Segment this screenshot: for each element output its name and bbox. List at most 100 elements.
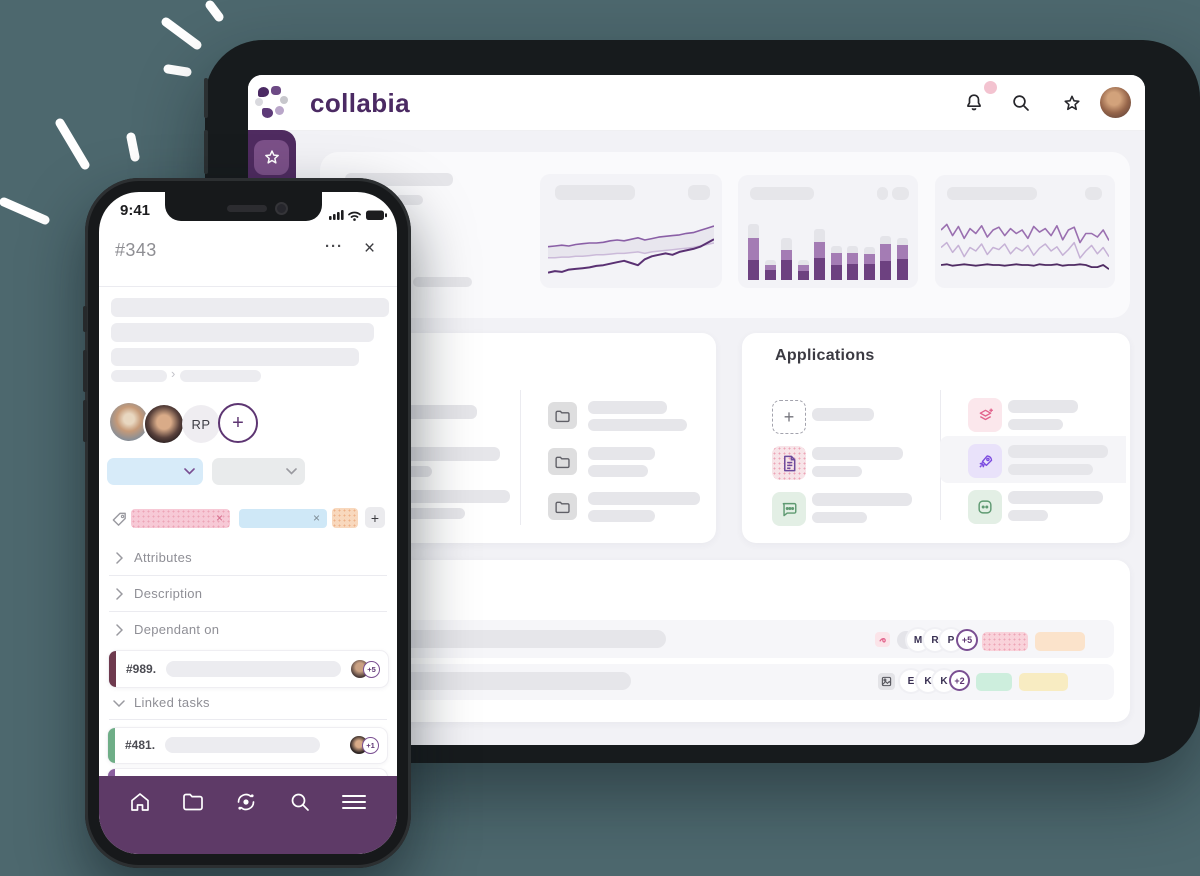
front-camera: [275, 202, 288, 215]
remove-tag-icon[interactable]: ×: [215, 511, 223, 525]
add-assignee-button[interactable]: +: [218, 403, 258, 443]
skeleton-bar: [588, 419, 687, 431]
breadcrumb-skeleton: [180, 370, 261, 382]
projects-nav-icon[interactable]: [181, 791, 205, 813]
notifications-bell-icon[interactable]: [962, 91, 986, 115]
task-id: #989.: [126, 662, 157, 676]
add-application-button[interactable]: +: [772, 400, 806, 434]
sidebar-favorites-button[interactable]: [254, 140, 289, 175]
skeleton-bar: [111, 323, 374, 342]
rocket-app-icon[interactable]: [968, 444, 1002, 478]
stacked-bar: [797, 260, 809, 280]
overflow-badge[interactable]: +5: [956, 629, 978, 651]
skeleton-bar: [1008, 510, 1048, 521]
folder-icon[interactable]: [548, 493, 577, 520]
layers-app-icon[interactable]: [968, 398, 1002, 432]
divider: [109, 611, 387, 612]
task-overflow-badge: +1: [362, 737, 379, 754]
member-avatar[interactable]: M: [907, 629, 929, 651]
stacked-bar: [781, 238, 793, 280]
skeleton-bar: [111, 298, 389, 317]
applications-card: Applications +: [742, 333, 1130, 543]
user-avatar[interactable]: [1100, 87, 1131, 118]
member-avatar[interactable]: E: [900, 670, 922, 692]
add-tag-button[interactable]: +: [365, 507, 385, 528]
menu-nav-icon[interactable]: [341, 793, 367, 811]
chat-app-icon[interactable]: [968, 490, 1002, 524]
phone-volume-down-button: [83, 400, 87, 442]
skeleton-bar: [688, 185, 710, 200]
skeleton-bar: [1008, 445, 1108, 458]
skeleton-bar: [892, 187, 909, 200]
plus-icon: +: [783, 407, 795, 427]
stacked-bar: [764, 260, 776, 280]
dashboard-top-panel: [320, 152, 1130, 318]
section-description[interactable]: Description: [99, 580, 397, 610]
skeleton-bar: [877, 187, 888, 200]
tablet-volume-down-button: [204, 130, 208, 174]
close-icon[interactable]: ×: [364, 238, 376, 259]
stacked-bar: [847, 246, 859, 280]
phone-device: 9:41 #343 ··· ×: [83, 178, 411, 868]
breadcrumb-skeleton: [111, 370, 167, 382]
skeleton-bar: [396, 630, 666, 648]
stacked-bar: [814, 229, 826, 280]
section-attributes[interactable]: Attributes: [99, 544, 397, 574]
line-chart: [548, 225, 714, 274]
search-icon[interactable]: [1010, 92, 1032, 114]
phone-bottom-nav: [99, 776, 397, 854]
status-pill: [982, 632, 1028, 651]
priority-dropdown[interactable]: [212, 458, 305, 485]
brand-name: collabia: [310, 88, 411, 118]
skeleton-bar: [1008, 491, 1103, 504]
task-accent-bar: [109, 651, 116, 687]
search-nav-icon[interactable]: [288, 790, 312, 814]
bar-chart: [748, 205, 908, 280]
stacked-bar: [748, 224, 759, 280]
section-dependant-on[interactable]: Dependant on: [99, 616, 397, 646]
favorites-star-icon[interactable]: [1061, 93, 1083, 115]
tablet-volume-up-button: [204, 78, 208, 118]
folder-icon[interactable]: [548, 402, 577, 429]
widget-volatility-chart: [935, 175, 1115, 288]
tag-pill[interactable]: [332, 508, 358, 528]
more-options-icon[interactable]: ···: [325, 238, 343, 255]
divider: [520, 390, 521, 525]
applications-title: Applications: [775, 347, 875, 364]
folder-icon[interactable]: [548, 448, 577, 475]
section-linked-tasks[interactable]: Linked tasks: [99, 690, 397, 716]
skeleton-bar: [588, 447, 655, 460]
tag-pill[interactable]: ×: [131, 509, 230, 528]
skeleton-bar: [1008, 400, 1078, 413]
stacked-bar: [880, 236, 892, 280]
skeleton-bar: [588, 492, 700, 505]
skeleton-bar: [1008, 464, 1093, 475]
skeleton-bar: [947, 187, 1037, 200]
dependant-task-card[interactable]: #989. +5: [108, 650, 389, 688]
assignee-avatar[interactable]: [110, 403, 148, 441]
overflow-badge[interactable]: +2: [949, 670, 970, 691]
status-dropdown[interactable]: [107, 458, 203, 485]
status-time: 9:41: [120, 202, 151, 219]
home-nav-icon[interactable]: [128, 790, 152, 814]
status-pill: [1019, 673, 1068, 691]
assignee-initials[interactable]: RP: [182, 405, 220, 443]
document-app-icon[interactable]: [772, 446, 806, 480]
skeleton-bar: [370, 508, 465, 519]
chevron-down-icon: [184, 468, 195, 475]
tag-icon: [112, 512, 126, 526]
task-overflow-badge: +5: [363, 661, 380, 678]
chat-app-icon[interactable]: [772, 492, 806, 526]
skeleton-bar: [812, 408, 874, 421]
divider: [109, 575, 387, 576]
phone-screen: 9:41 #343 ··· ×: [99, 192, 397, 854]
section-label: Linked tasks: [134, 695, 210, 710]
chevron-down-icon: [113, 700, 125, 707]
skeleton-bar: [588, 510, 655, 522]
assignee-avatar[interactable]: [145, 405, 183, 443]
linked-task-card[interactable]: #481. +1: [107, 727, 388, 764]
remove-tag-icon[interactable]: ×: [312, 511, 320, 525]
sync-nav-icon[interactable]: [234, 790, 258, 814]
tag-pill[interactable]: ×: [239, 509, 327, 528]
